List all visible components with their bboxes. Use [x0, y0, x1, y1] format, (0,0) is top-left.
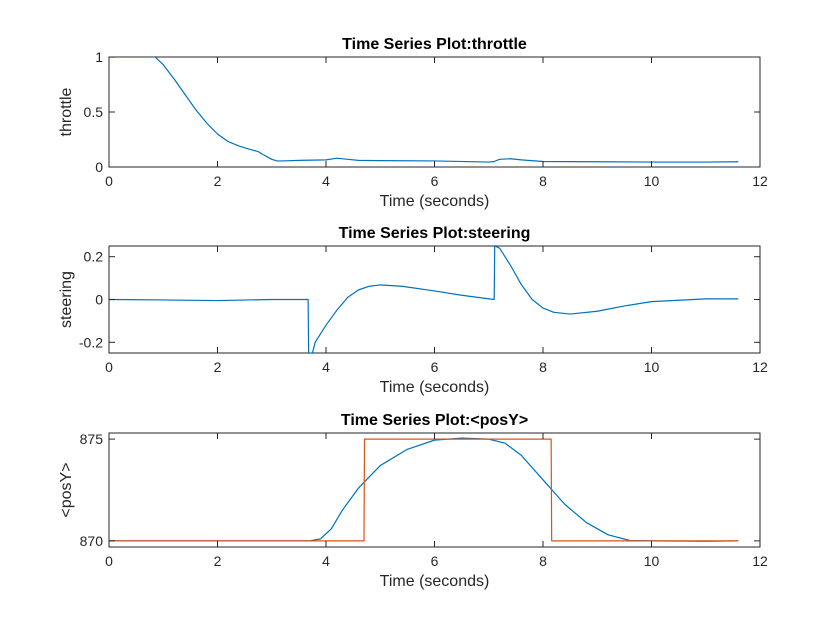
axes-container: 0 2 4 6 8 10 12 0 0.5 1 Time Series Plot:throttle T… [58, 36, 768, 590]
x-tick-label-posy: 2 [214, 553, 222, 569]
x-tick-label-posy: 6 [431, 553, 439, 569]
y-tick-label-posy: 870 [80, 533, 104, 549]
y-tick-label-throttle: 0.5 [84, 104, 104, 120]
chart-title-posy: Time Series Plot:<posY> [341, 412, 528, 429]
chart-title-throttle: Time Series Plot:throttle [342, 36, 527, 53]
y-axis-label-throttle: throttle [58, 87, 75, 136]
x-tick-label-steering: 8 [539, 359, 547, 375]
series-line-steering-0 [109, 246, 739, 353]
chart-title-steering: Time Series Plot:steering [339, 225, 531, 242]
axes-posy: 0 2 4 6 8 10 12 870 875 Time Series Plot:<posY> Ti… [58, 412, 768, 590]
x-tick-label-steering: 6 [431, 359, 439, 375]
y-axis-label-steering: steering [58, 271, 75, 328]
y-tick-label-steering: 0.2 [84, 249, 104, 265]
x-tick-label-steering: 4 [322, 359, 330, 375]
x-tick-label-throttle: 10 [644, 173, 660, 189]
x-tick-label-steering: 10 [644, 359, 660, 375]
y-axis-label-posy: <posY> [58, 462, 75, 517]
x-tick-label-posy: 12 [752, 553, 768, 569]
x-tick-label-throttle: 6 [431, 173, 439, 189]
x-tick-label-throttle: 12 [752, 173, 768, 189]
x-tick-label-posy: 0 [105, 553, 113, 569]
series-line-posy-1 [109, 438, 739, 542]
y-tick-label-posy: 875 [80, 431, 104, 447]
series-line-throttle-0 [109, 57, 739, 163]
y-tick-label-steering: -0.2 [79, 334, 103, 350]
axes-frame-throttle [108, 56, 761, 168]
x-tick-label-throttle: 4 [322, 173, 330, 189]
x-axis-label-throttle: Time (seconds) [380, 193, 490, 210]
y-tick-label-steering: 0 [95, 292, 103, 308]
x-tick-label-posy: 8 [539, 553, 547, 569]
x-tick-label-steering: 12 [752, 359, 768, 375]
y-tick-label-throttle: 0 [95, 159, 103, 175]
x-tick-label-steering: 2 [214, 359, 222, 375]
x-tick-label-posy: 10 [644, 553, 660, 569]
x-tick-label-throttle: 8 [539, 173, 547, 189]
x-tick-label-steering: 0 [105, 359, 113, 375]
x-axis-label-steering: Time (seconds) [380, 379, 490, 396]
x-tick-label-throttle: 2 [214, 173, 222, 189]
axes-frame-steering [108, 245, 761, 354]
y-tick-label-throttle: 1 [95, 49, 103, 65]
x-tick-label-throttle: 0 [105, 173, 113, 189]
x-axis-label-posy: Time (seconds) [380, 573, 490, 590]
axes-frame-posy [108, 432, 761, 548]
axes-throttle: 0 2 4 6 8 10 12 0 0.5 1 Time Series Plot:throttle T… [58, 36, 768, 210]
x-tick-label-posy: 4 [322, 553, 330, 569]
